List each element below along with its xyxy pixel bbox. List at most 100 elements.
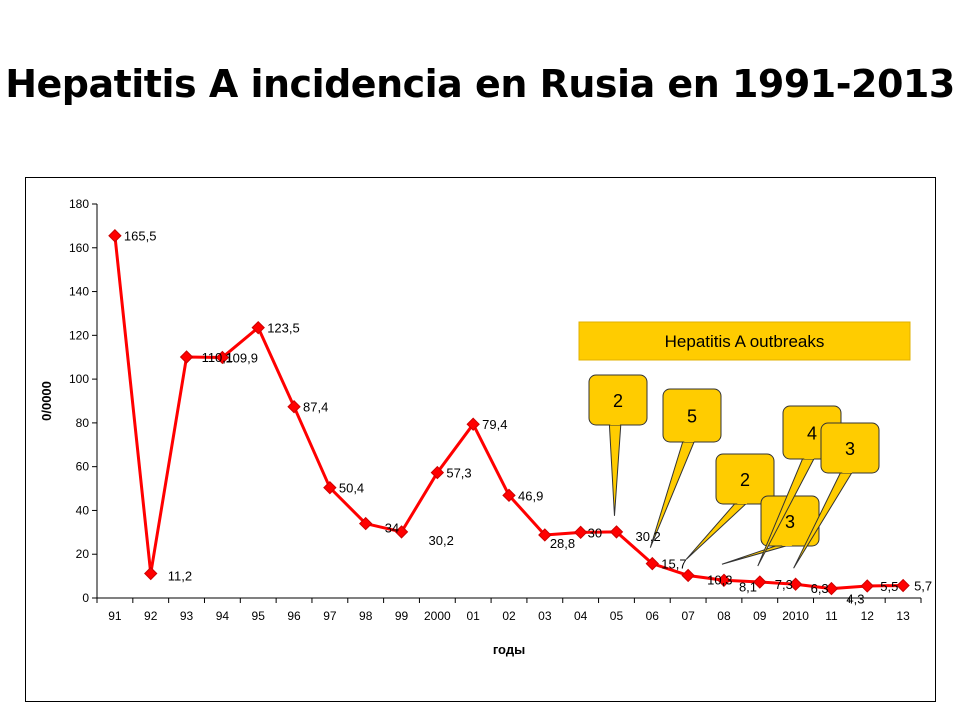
y-tick-label: 160 bbox=[69, 241, 89, 255]
data-label: 110,1 bbox=[202, 350, 234, 365]
data-label: 46,9 bbox=[518, 488, 543, 503]
outbreak-callout: 2 bbox=[588, 374, 648, 516]
data-label: 109,9 bbox=[225, 350, 258, 365]
data-label: 6,3 bbox=[811, 581, 829, 596]
data-point-marker bbox=[860, 579, 874, 593]
x-tick-label: 01 bbox=[466, 609, 480, 623]
outbreak-callout: 2 bbox=[685, 453, 775, 560]
data-label: 34 bbox=[385, 521, 399, 536]
data-label: 87,4 bbox=[303, 400, 328, 415]
data-point-marker bbox=[323, 480, 337, 495]
chart-area: 0 20 40 60 80 100 120 140 160 180 91 92 93 94 95 96 97 98… bbox=[25, 177, 936, 702]
outbreak-callout: 3 bbox=[793, 422, 880, 569]
y-tick-label: 80 bbox=[76, 416, 90, 430]
data-point-marker bbox=[681, 568, 695, 583]
outbreak-callout: 5 bbox=[649, 388, 722, 548]
data-point-marker bbox=[538, 528, 552, 542]
x-tick-label: 97 bbox=[323, 609, 337, 623]
data-label: 30 bbox=[588, 525, 602, 540]
x-tick-label: 06 bbox=[646, 609, 660, 623]
data-label: 28,8 bbox=[550, 536, 575, 551]
callout-seam bbox=[804, 454, 814, 459]
callout-number: 3 bbox=[845, 439, 855, 459]
x-tick-label: 12 bbox=[861, 609, 875, 623]
x-tick-label: 11 bbox=[825, 609, 838, 623]
outbreaks-box bbox=[578, 321, 911, 361]
data-label: 50,4 bbox=[339, 481, 364, 496]
data-point-marker bbox=[824, 581, 839, 596]
callout-number: 2 bbox=[740, 470, 750, 490]
y-tick-label: 180 bbox=[69, 197, 89, 211]
x-tick-label: 03 bbox=[538, 609, 552, 623]
y-axis-title: 0/0000 bbox=[39, 381, 54, 421]
callout-pointer bbox=[608, 422, 622, 516]
data-point-marker bbox=[788, 577, 803, 591]
x-tick-label: 2000 bbox=[424, 609, 451, 623]
y-tick-label: 140 bbox=[69, 285, 89, 299]
x-tick-label: 08 bbox=[717, 609, 731, 623]
data-label: 165,5 bbox=[124, 229, 157, 244]
callout-seam bbox=[737, 499, 747, 504]
data-point-marker bbox=[179, 350, 194, 364]
x-tick-label: 2010 bbox=[782, 609, 809, 623]
x-tick-label: 93 bbox=[180, 609, 194, 623]
y-tick-label: 40 bbox=[76, 503, 90, 517]
y-tick-label: 120 bbox=[69, 328, 89, 342]
x-axis-title: годы bbox=[493, 642, 525, 657]
data-label: 15,7 bbox=[661, 557, 686, 572]
callout-pointer bbox=[721, 543, 794, 565]
data-point-marker bbox=[430, 465, 445, 480]
data-point-marker bbox=[573, 525, 588, 540]
data-point-marker bbox=[753, 575, 767, 589]
data-label: 30,2 bbox=[635, 529, 660, 544]
data-point-marker bbox=[645, 556, 660, 571]
data-labels: 165,511,2110,1109,9123,587,450,43430,257… bbox=[124, 229, 932, 607]
x-tick-label: 95 bbox=[252, 609, 266, 623]
outbreaks-annotation: Hepatitis A outbreaks bbox=[578, 321, 911, 361]
callout-pointer bbox=[685, 501, 750, 560]
x-tick-label: 13 bbox=[896, 609, 910, 623]
data-label: 8,1 bbox=[739, 579, 757, 594]
x-tick-label: 05 bbox=[610, 609, 624, 623]
data-point-marker bbox=[358, 516, 373, 531]
data-label: 4,3 bbox=[846, 592, 864, 607]
data-point-marker bbox=[144, 566, 158, 581]
data-point-marker bbox=[251, 320, 265, 335]
data-point-marker bbox=[108, 229, 122, 243]
callout-number: 4 bbox=[807, 424, 817, 444]
outbreak-callout: 4 bbox=[757, 405, 842, 567]
outbreaks-box-label: Hepatitis A outbreaks bbox=[665, 332, 825, 351]
callout-number: 3 bbox=[785, 512, 795, 532]
data-point-marker bbox=[466, 417, 480, 431]
data-point-marker bbox=[896, 578, 910, 593]
callout-number: 2 bbox=[613, 391, 623, 411]
x-tick-label: 99 bbox=[395, 609, 409, 623]
x-tick-label: 96 bbox=[287, 609, 301, 623]
data-label: 5,7 bbox=[914, 579, 932, 594]
data-point-marker bbox=[502, 488, 516, 503]
outbreak-callouts: 2 5 2 3 4 3 bbox=[588, 374, 880, 569]
data-label: 10,3 bbox=[707, 572, 732, 587]
data-point-marker bbox=[717, 573, 731, 587]
data-label: 5,5 bbox=[880, 579, 898, 594]
callout-seam bbox=[782, 541, 792, 546]
data-label: 7,3 bbox=[775, 577, 793, 592]
data-point-marker bbox=[609, 525, 624, 539]
data-label: 11,2 bbox=[168, 568, 192, 583]
y-tick-label: 100 bbox=[69, 372, 89, 386]
x-tick-label: 98 bbox=[359, 609, 373, 623]
callout-number: 5 bbox=[687, 407, 697, 427]
callout-seam bbox=[684, 437, 694, 442]
series-line bbox=[108, 229, 910, 596]
slide-title: Hepatitis A incidencia en Rusia en 1991-… bbox=[5, 62, 955, 106]
y-tick-label: 0 bbox=[82, 591, 89, 605]
data-label: 79,4 bbox=[482, 417, 507, 432]
data-label: 57,3 bbox=[446, 466, 471, 481]
callout-seam bbox=[610, 420, 620, 425]
x-tick-label: 09 bbox=[753, 609, 767, 623]
data-label: 30,2 bbox=[429, 533, 454, 548]
data-point-marker bbox=[394, 525, 409, 539]
x-tick-label: 91 bbox=[108, 609, 122, 623]
